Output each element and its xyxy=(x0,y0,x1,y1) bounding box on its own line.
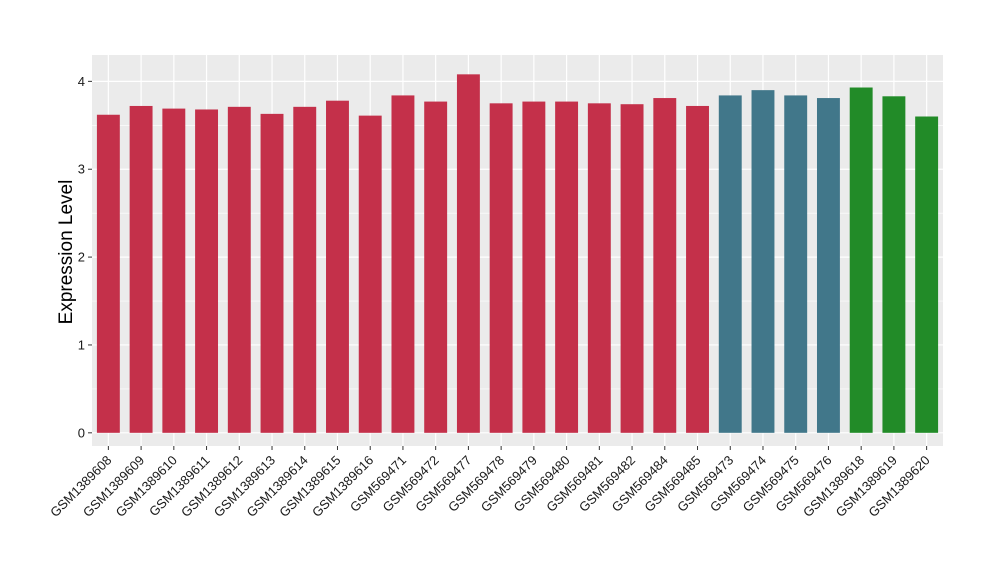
y-tick-label: 4 xyxy=(78,74,85,89)
bar-GSM1389620 xyxy=(915,116,939,433)
bar-GSM569481 xyxy=(587,103,611,433)
bar-GSM569479 xyxy=(522,101,546,433)
bar-GSM1389610 xyxy=(162,108,186,433)
bar-GSM569473 xyxy=(718,95,742,433)
y-tick-label: 2 xyxy=(78,250,85,265)
y-tick-label: 1 xyxy=(78,337,85,352)
bar-GSM569480 xyxy=(555,101,579,433)
bars-group xyxy=(96,74,939,433)
bar-GSM569477 xyxy=(456,74,480,433)
bar-GSM1389616 xyxy=(358,115,382,433)
bar-GSM569471 xyxy=(391,95,415,433)
bar-GSM569472 xyxy=(424,101,448,433)
bar-GSM1389614 xyxy=(293,106,317,433)
bar-GSM569474 xyxy=(751,90,775,433)
bar-GSM569476 xyxy=(816,98,840,433)
bar-GSM1389611 xyxy=(195,109,219,433)
bar-GSM1389619 xyxy=(882,96,906,433)
bar-GSM569478 xyxy=(489,103,513,433)
bar-GSM569485 xyxy=(686,105,709,433)
y-axis-label: Expression Level xyxy=(56,180,77,325)
bar-GSM1389613 xyxy=(260,113,284,433)
bar-GSM1389615 xyxy=(326,100,349,433)
bar-GSM1389609 xyxy=(129,105,153,433)
bar-GSM1389618 xyxy=(849,87,873,433)
x-axis: GSM1389608GSM1389609GSM1389610GSM1389611… xyxy=(47,446,933,520)
y-tick-label: 0 xyxy=(78,425,85,440)
y-axis: 0 1 2 3 4 xyxy=(78,74,92,440)
bar-GSM569475 xyxy=(784,95,808,433)
bar-GSM1389612 xyxy=(227,106,251,433)
bar-GSM1389608 xyxy=(96,114,120,433)
y-tick-label: 3 xyxy=(78,162,85,177)
bar-GSM569482 xyxy=(620,104,644,433)
plot-panel xyxy=(92,55,943,446)
bar-GSM569484 xyxy=(653,98,677,433)
